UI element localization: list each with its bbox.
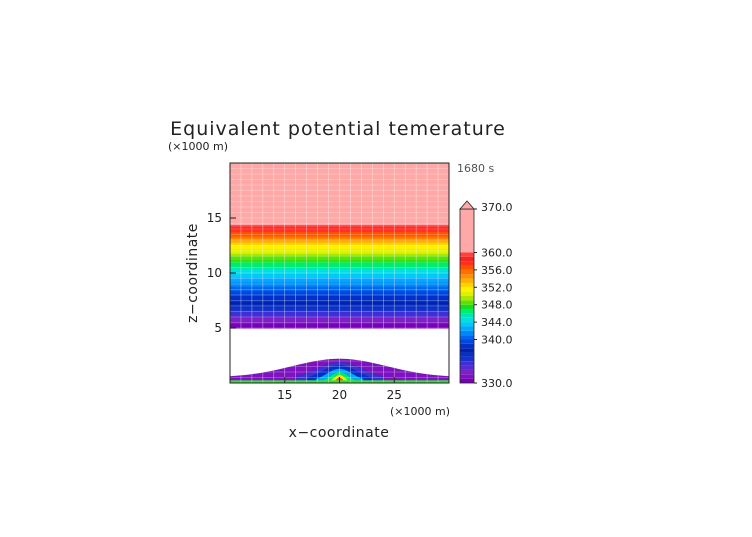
colorbar-label: 348.0 xyxy=(481,299,513,312)
colorbar-segment xyxy=(460,261,474,266)
y-tick-label: 15 xyxy=(207,211,222,225)
time-label: 1680 s xyxy=(457,162,494,175)
y-unit-label: (×1000 m) xyxy=(168,140,228,153)
colorbar-label: 370.0 xyxy=(481,201,513,214)
colorbar-segment xyxy=(460,339,474,344)
y-axis-label: z−coordinate xyxy=(185,223,201,323)
colorbar-segment xyxy=(460,352,474,357)
x-axis-label: x−coordinate xyxy=(289,425,390,441)
colorbar-label: 330.0 xyxy=(481,377,513,390)
colorbar-segment xyxy=(460,309,474,314)
colorbar-label: 340.0 xyxy=(481,334,513,347)
colorbar-segment xyxy=(460,356,474,362)
colorbar-segment xyxy=(460,317,474,323)
colorbar-segment xyxy=(460,209,474,253)
colorbar-segment xyxy=(460,348,474,353)
colorbar-extend-triangle xyxy=(459,200,475,210)
colorbar-segment xyxy=(460,304,474,310)
colorbar-label: 352.0 xyxy=(481,281,513,294)
x-tick-label: 20 xyxy=(332,388,347,402)
colorbar-segment xyxy=(460,291,474,296)
colorbar-segment xyxy=(460,296,474,301)
colorbar-segment xyxy=(460,361,474,366)
colorbar-label: 344.0 xyxy=(481,316,513,329)
colorbar-segment xyxy=(460,343,474,349)
x-unit-label: (×1000 m) xyxy=(390,405,450,418)
colorbar-segment xyxy=(460,300,474,305)
colorbar-segment xyxy=(460,278,474,283)
colorbar-segment xyxy=(460,269,474,275)
colorbar-segment xyxy=(460,369,474,375)
colorbar-segment xyxy=(460,374,474,379)
colorbar: 330.0 340.0 344.0 348.0 352.0 356.0 360.0 370.0 xyxy=(459,200,513,390)
colorbar-segment xyxy=(460,326,474,331)
x-tick-label: 15 xyxy=(277,388,292,402)
colorbar-segment xyxy=(460,322,474,327)
colorbar-segment xyxy=(460,252,474,257)
colorbar-segment xyxy=(460,365,474,370)
y-ticks: 5 10 15 xyxy=(207,211,236,335)
x-tick-label: 25 xyxy=(387,388,402,402)
colorbar-segment xyxy=(460,378,474,383)
colorbar-label: 356.0 xyxy=(481,264,513,277)
grid-lines xyxy=(229,162,450,384)
chart-title: Equivalent potential temerature xyxy=(170,118,506,140)
x-ticks: 15 20 25 xyxy=(277,377,402,402)
colorbar-segment xyxy=(460,313,474,318)
colorbar-segment xyxy=(460,335,474,340)
colorbar-segment xyxy=(460,265,474,270)
colorbar-segment xyxy=(460,256,474,262)
colorbar-label: 360.0 xyxy=(481,247,513,260)
colorbar-segment xyxy=(460,330,474,336)
colorbar-segment xyxy=(460,282,474,288)
colorbar-segment xyxy=(460,287,474,292)
y-tick-label: 10 xyxy=(207,266,222,280)
colorbar-segment xyxy=(460,274,474,279)
y-tick-label: 5 xyxy=(214,321,222,335)
